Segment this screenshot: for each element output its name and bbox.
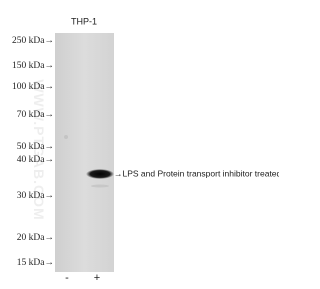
band-label: →LPS and Protein transport inhibitor tre…: [114, 168, 279, 178]
speck: [64, 135, 68, 139]
marker-label: 100 kDa→: [12, 82, 54, 92]
lane-header: THP-1: [71, 16, 97, 26]
marker-label: 15 kDa→: [17, 258, 54, 268]
page: {"lane_header": "THP-1", "markers": ["25…: [0, 0, 279, 289]
marker-label: 70 kDa→: [17, 110, 54, 120]
marker-label: 30 kDa→: [17, 191, 54, 201]
marker-label: 40 kDa→: [17, 155, 54, 165]
blot-figure: THP-1 WWW.PTGAB.COM 250 kDa→ 150 kDa→ 10…: [0, 0, 279, 289]
marker-label: 20 kDa→: [17, 233, 54, 243]
faint-band: [91, 185, 109, 188]
protein-band: [86, 169, 114, 179]
marker-label: 150 kDa→: [12, 61, 54, 71]
lane-label: +: [94, 272, 100, 284]
marker-label: 50 kDa→: [17, 142, 54, 152]
blot-membrane: [55, 33, 114, 272]
lane-label: -: [65, 272, 69, 284]
marker-label: 250 kDa→: [12, 36, 54, 46]
